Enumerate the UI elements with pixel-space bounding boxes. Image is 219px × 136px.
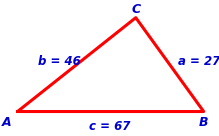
Text: c = 67: c = 67 — [89, 120, 130, 133]
Text: a = 27: a = 27 — [178, 55, 219, 68]
Text: C: C — [131, 3, 140, 16]
Text: B: B — [199, 116, 208, 129]
Text: b = 46: b = 46 — [38, 55, 81, 68]
Text: A: A — [2, 116, 11, 129]
